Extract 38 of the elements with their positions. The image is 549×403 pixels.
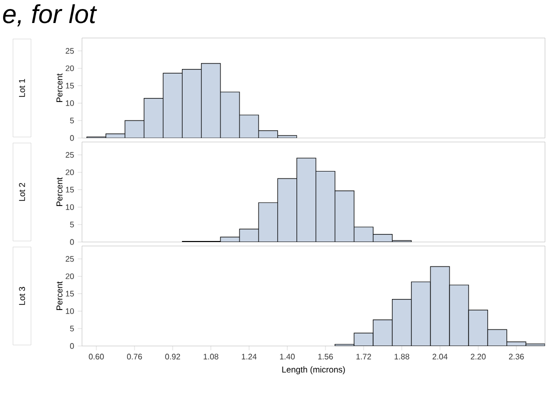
y-tick-label: 25 <box>66 152 74 158</box>
y-tick-label: 0 <box>70 135 74 141</box>
x-axis-title: Length (microns) <box>282 366 345 374</box>
y-axis-title: Percent <box>56 73 62 102</box>
text: Lot 3 <box>19 286 26 305</box>
x-tick-label: 1.40 <box>280 354 295 360</box>
text: Lot 1 <box>19 78 25 97</box>
y-tick-label: 5 <box>70 222 74 228</box>
text: Lot 2 <box>19 182 26 201</box>
y-tick-label: 25 <box>66 256 74 262</box>
y-tick-label: 20 <box>66 65 74 72</box>
y-tick-label: 15 <box>66 290 74 297</box>
x-tick-label: 0.60 <box>88 354 104 360</box>
x-tick-label: 1.08 <box>204 354 218 360</box>
x-tick-label: 2.36 <box>508 354 524 360</box>
y-tick-label: 0 <box>70 239 74 245</box>
y-tick-label: 25 <box>66 48 74 54</box>
x-tick-label: 1.72 <box>356 354 371 360</box>
y-tick-label: 5 <box>70 326 74 332</box>
x-tick-label: 1.24 <box>242 354 257 360</box>
y-tick-label: 20 <box>66 169 74 176</box>
y-tick-label: 0 <box>70 343 74 349</box>
y-tick-label: 10 <box>66 204 74 210</box>
text: e, for lot <box>3 4 98 26</box>
y-tick-label: 15 <box>66 186 74 193</box>
y-tick-label: 10 <box>66 100 74 106</box>
y-tick-label: 15 <box>66 82 74 89</box>
x-tick-label: 0.76 <box>127 354 142 360</box>
x-tick-label: 1.88 <box>394 354 410 360</box>
y-tick-label: 20 <box>66 273 74 280</box>
y-tick-label: 10 <box>66 308 74 314</box>
x-tick-label: 0.92 <box>165 354 180 360</box>
x-tick-label: 1.56 <box>318 354 333 360</box>
x-tick-label: 2.20 <box>470 354 486 360</box>
y-tick-label: 5 <box>70 118 74 124</box>
y-axis-title: Percent <box>56 177 62 206</box>
x-tick-label: 2.04 <box>432 354 448 360</box>
y-axis-title: Percent <box>56 281 62 310</box>
